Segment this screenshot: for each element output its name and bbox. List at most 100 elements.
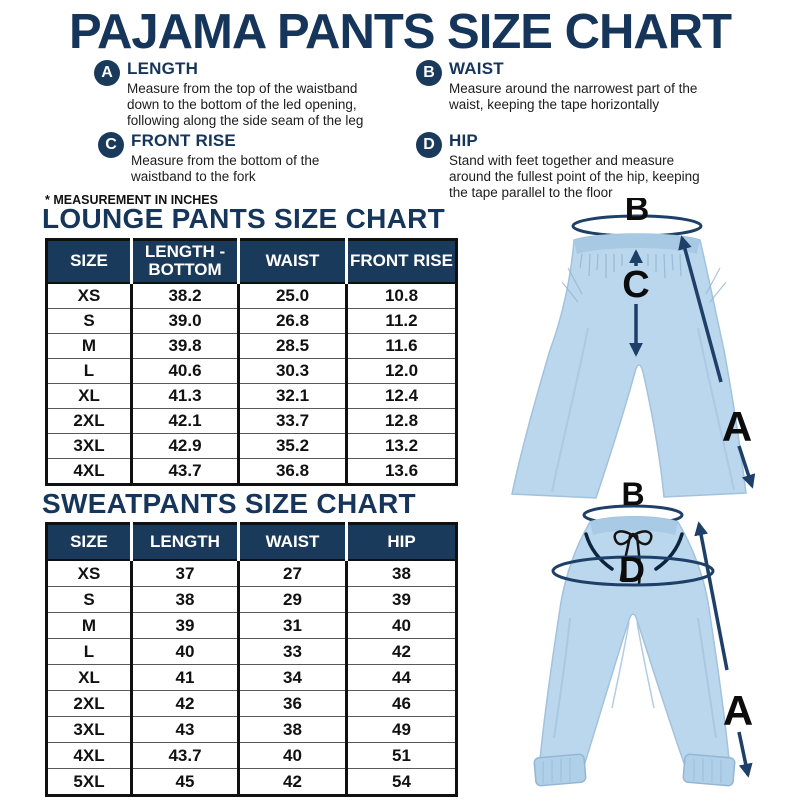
table-cell: 54 — [345, 768, 457, 796]
table-cell: 34 — [237, 664, 347, 691]
label-a: A — [723, 687, 753, 734]
column-header: LENGTH — [130, 523, 239, 561]
definition-term: WAIST — [449, 59, 504, 78]
length-arrow — [694, 521, 753, 778]
table-cell: 38 — [345, 559, 457, 587]
table-cell: 40.6 — [130, 357, 239, 384]
cuff — [533, 753, 736, 787]
label-b: B — [621, 478, 644, 512]
label-a: A — [722, 403, 752, 450]
leg-creases — [551, 327, 735, 493]
table-cell: 25.0 — [237, 282, 347, 309]
waistband — [574, 234, 700, 254]
definition-text: WAIST Measure around the narrowest part … — [449, 59, 711, 113]
table-cell: 36 — [237, 690, 347, 717]
sweatpants-table-title: SWEATPANTS SIZE CHART — [42, 488, 416, 519]
table-cell: 35.2 — [237, 432, 347, 459]
table-row: S 39.0 26.8 11.2 — [46, 307, 457, 334]
label-d: D — [619, 549, 645, 590]
table-row: XS 38.2 25.0 10.8 — [46, 282, 457, 309]
table-cell: 42 — [237, 768, 347, 796]
table-cell: XS — [46, 559, 132, 587]
definition-text: FRONT RISE Measure from the bottom of th… — [131, 131, 343, 185]
table-cell: 32.1 — [237, 382, 347, 409]
table-cell: 33.7 — [237, 407, 347, 434]
table-cell: 40 — [237, 742, 347, 769]
column-header: WAIST — [237, 523, 347, 561]
table-cell: 39 — [345, 586, 457, 613]
column-header: FRONT RISE — [345, 239, 457, 284]
table-cell: 12.0 — [345, 357, 457, 384]
table-cell: 49 — [345, 716, 457, 743]
table-cell: 43 — [130, 716, 239, 743]
table-cell: XL — [46, 664, 132, 691]
table-row: 2XL 42 36 46 — [46, 690, 457, 717]
table-cell: 43.7 — [130, 457, 239, 485]
table-cell: 27 — [237, 559, 347, 587]
table-cell: 2XL — [46, 407, 132, 434]
table-row: XS 37 27 38 — [46, 559, 457, 587]
table-cell: XS — [46, 282, 132, 309]
table-cell: 42.9 — [130, 432, 239, 459]
table-cell: 39.8 — [130, 332, 239, 359]
letter-b-badge: B — [416, 60, 442, 86]
definition-length: A LENGTH Measure from the top of the wai… — [94, 59, 379, 129]
table-row: 3XL 42.9 35.2 13.2 — [46, 432, 457, 459]
table-cell: 12.8 — [345, 407, 457, 434]
table-row: 5XL 45 42 54 — [46, 768, 457, 796]
definition-term: LENGTH — [127, 59, 199, 78]
table-cell: S — [46, 307, 132, 334]
table-cell: 30.3 — [237, 357, 347, 384]
table-cell: 13.2 — [345, 432, 457, 459]
pants-shape — [511, 233, 747, 499]
table-cell: 40 — [130, 638, 239, 665]
table-cell: 42.1 — [130, 407, 239, 434]
definition-waist: B WAIST Measure around the narrowest par… — [416, 59, 711, 113]
table-cell: 2XL — [46, 690, 132, 717]
table-cell: 39.0 — [130, 307, 239, 334]
table-cell: 41 — [130, 664, 239, 691]
table-cell: L — [46, 357, 132, 384]
definition-text: LENGTH Measure from the top of the waist… — [127, 59, 379, 129]
table-cell: S — [46, 586, 132, 613]
table-row: XL 41.3 32.1 12.4 — [46, 382, 457, 409]
table-cell: 11.6 — [345, 332, 457, 359]
table-row: M 39.8 28.5 11.6 — [46, 332, 457, 359]
table-cell: 45 — [130, 768, 239, 796]
column-header: HIP — [345, 523, 457, 561]
hip-ellipse — [551, 555, 715, 587]
definition-desc: Measure from the top of the waistband do… — [127, 80, 364, 129]
waistband — [590, 516, 678, 535]
definition-front-rise: C FRONT RISE Measure from the bottom of … — [98, 131, 343, 185]
table-cell: 3XL — [46, 716, 132, 743]
column-header: SIZE — [46, 523, 132, 561]
column-header: SIZE — [46, 239, 132, 284]
table-cell: 5XL — [46, 768, 132, 796]
table-row: 3XL 43 38 49 — [46, 716, 457, 743]
definition-text: HIP Stand with feet together and measure… — [449, 131, 701, 201]
lounge-pants-size-table: SIZE LENGTH - BOTTOM WAIST FRONT RISE XS 38.… — [45, 238, 458, 486]
table-cell: 41.3 — [130, 382, 239, 409]
definition-desc: Measure around the narrowest part of the… — [449, 80, 698, 112]
table-cell: 11.2 — [345, 307, 457, 334]
pocket — [584, 532, 684, 571]
table-row: L 40 33 42 — [46, 638, 457, 665]
table-cell: XL — [46, 382, 132, 409]
header-row: SIZE LENGTH WAIST HIP — [46, 523, 457, 561]
page-title: PAJAMA PANTS SIZE CHART — [68, 5, 732, 59]
definition-hip: D HIP Stand with feet together and measu… — [416, 131, 701, 201]
table-cell: 38 — [130, 586, 239, 613]
table-cell: 10.8 — [345, 282, 457, 309]
table-cell: 4XL — [46, 457, 132, 485]
table-cell: 42 — [130, 690, 239, 717]
letter-d-badge: D — [416, 132, 442, 158]
table-row: M 39 31 40 — [46, 612, 457, 639]
definition-term: HIP — [449, 131, 478, 150]
sweatpants-illustration: B D A — [533, 478, 753, 787]
table-cell: 38 — [237, 716, 347, 743]
table-cell: M — [46, 332, 132, 359]
pants-shape — [539, 516, 730, 767]
drawstring — [613, 530, 653, 586]
table-cell: 13.6 — [345, 457, 457, 485]
